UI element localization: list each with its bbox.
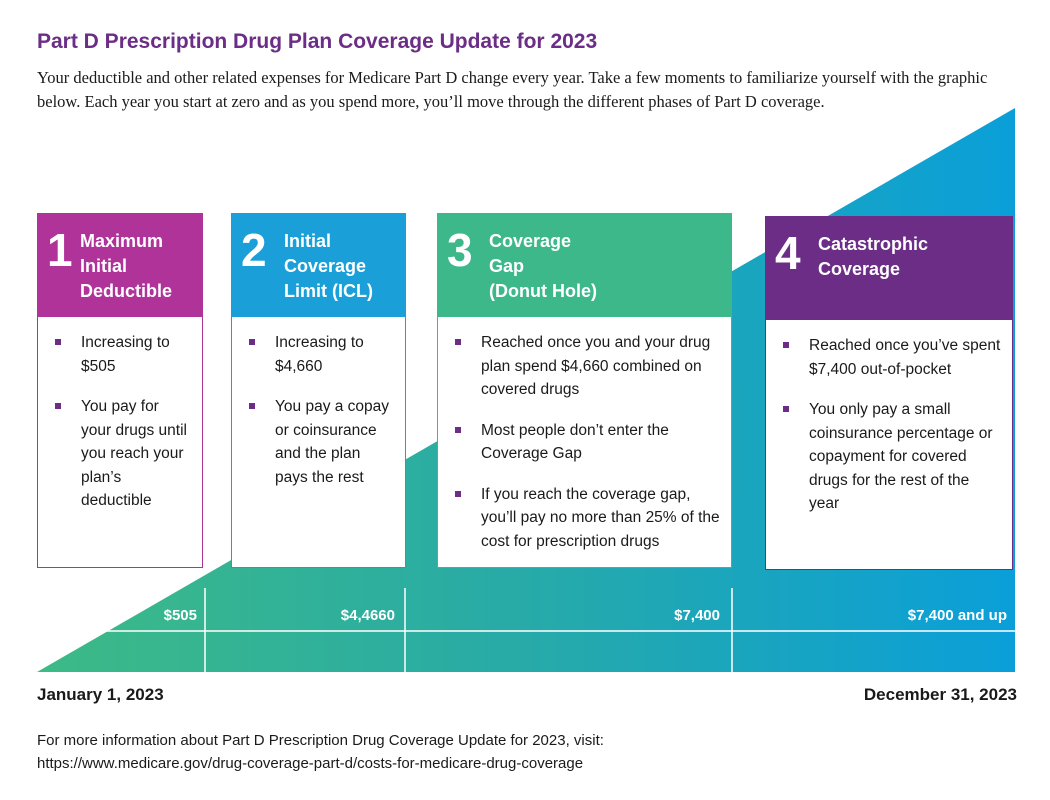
phase-header: 1 Maximum Initial Deductible	[37, 213, 203, 317]
title-line: Deductible	[80, 281, 173, 301]
bullet-item: If you reach the coverage gap, you’ll pa…	[438, 483, 721, 554]
phase-card: 4 Catastrophic Coverage Reached once you’ve…	[765, 216, 1013, 570]
bullet-item: Reached once you and your drug plan spen…	[438, 331, 721, 402]
phase-title: Coverage Gap (Donut Hole)	[489, 229, 597, 304]
end-date: December 31, 2023	[863, 685, 1017, 704]
phase-header: 3 Coverage Gap (Donut Hole)	[437, 213, 732, 317]
timeline-label: $4,4660	[340, 607, 395, 624]
bullet-item: Reached once you’ve spent $7,400 out-of-…	[766, 334, 1002, 381]
phase-body: Increasing to $505 You pay for your drugs…	[37, 317, 203, 568]
phase-title: Catastrophic Coverage	[818, 232, 928, 282]
title-line: Initial	[284, 231, 332, 251]
phase-body: Reached once you’ve spent $7,400 out-of-…	[765, 320, 1013, 570]
bullet-item: You pay a copay or coinsurance and the p…	[232, 395, 395, 489]
title-line: Coverage	[284, 256, 367, 276]
intro: Your deductible and other related expens…	[37, 68, 988, 111]
phase-title: Maximum Initial Deductible	[80, 229, 172, 304]
phase-header: 2 Initial Coverage Limit (ICL)	[231, 213, 406, 317]
start-date: January 1, 2023	[37, 685, 164, 704]
timeline-lines	[37, 588, 1015, 672]
timeline-label: $7,400	[674, 607, 720, 624]
phase-number: 4	[775, 227, 801, 279]
timeline-label: $505	[163, 607, 197, 624]
phase-card: 2 Initial Coverage Limit (ICL) Increasing to…	[231, 213, 406, 568]
phase-number: 3	[447, 224, 473, 276]
title-line: Coverage	[818, 259, 901, 279]
title-line: Gap	[489, 256, 525, 276]
phase-body: Increasing to $4,660 You pay a copay or c…	[231, 317, 406, 568]
bullet-item: You pay for your drugs until you reach y…	[38, 395, 192, 513]
bullet-item: You only pay a small coinsurance percent…	[766, 398, 1002, 516]
title-line: Coverage	[489, 231, 572, 251]
title-line: Limit (ICL)	[284, 281, 373, 301]
title-line: Maximum	[80, 231, 164, 251]
phase-card: 3 Coverage Gap (Donut Hole) Reached once you…	[437, 213, 732, 568]
title-line: Initial	[80, 256, 128, 276]
footer-text: For more information about Part D Prescr…	[37, 732, 604, 749]
footer-url: https://www.medicare.gov/drug-coverage-p…	[37, 755, 584, 772]
bullet-item: Increasing to $4,660	[232, 331, 395, 378]
timeline-label: $7,400 and up	[907, 607, 1007, 624]
phase-number: 1	[47, 224, 73, 276]
title-line: Catastrophic	[818, 234, 929, 254]
bullet-item: Most people don’t enter the Coverage Gap	[438, 419, 721, 466]
phase-number: 2	[241, 224, 267, 276]
phase-body: Reached once you and your drug plan spen…	[437, 317, 732, 568]
phase-title: Initial Coverage Limit (ICL)	[284, 229, 373, 304]
bullet-item: Increasing to $505	[38, 331, 192, 378]
title: Part D Prescription Drug Plan Coverage U…	[37, 30, 598, 53]
phase-card: 1 Maximum Initial Deductible Increasing to $…	[37, 213, 203, 568]
phase-header: 4 Catastrophic Coverage	[765, 216, 1013, 320]
title-line: (Donut Hole)	[489, 281, 597, 301]
